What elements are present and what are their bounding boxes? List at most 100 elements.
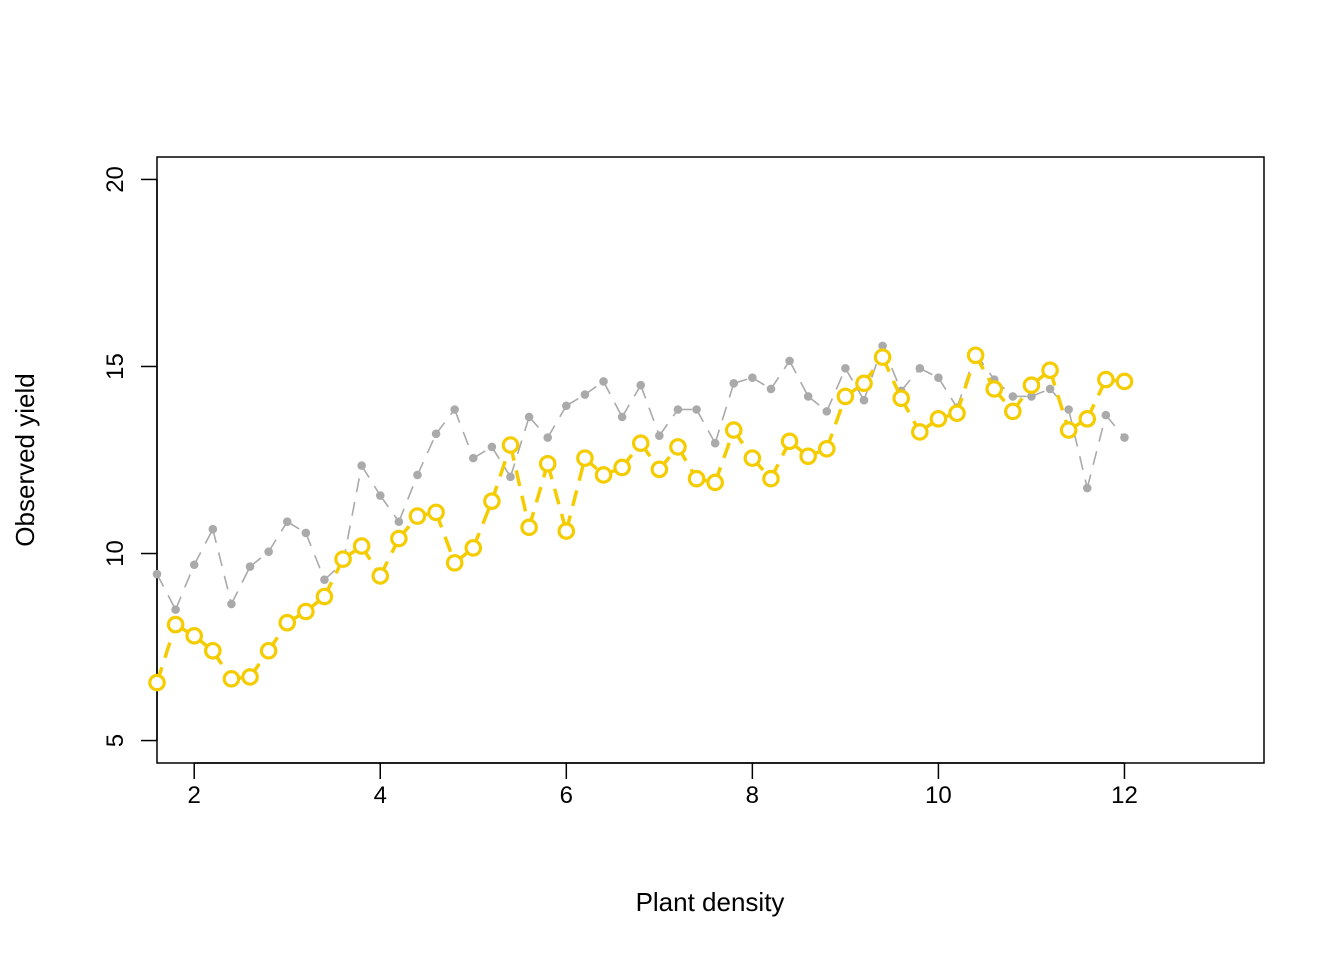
y-tick-label: 20: [102, 166, 129, 193]
grey-point: [1064, 405, 1073, 414]
grey-segment: [547, 405, 568, 438]
yellow-point: [315, 587, 334, 606]
yellow-point: [557, 522, 576, 540]
grey-segment: [1086, 414, 1107, 489]
grey-point: [227, 599, 236, 609]
grey-point: [673, 405, 683, 414]
yellow-segment: [1048, 369, 1071, 431]
yellow-point: [911, 423, 929, 441]
yellow-point: [464, 539, 483, 557]
yellow-point: [743, 449, 762, 467]
yellow-point: [762, 469, 780, 488]
yellow-point: [297, 602, 315, 621]
grey-point: [766, 384, 776, 394]
yellow-segment: [490, 444, 513, 502]
grey-point: [431, 429, 441, 439]
x-axis-title: Plant density: [636, 887, 785, 917]
grey-segment: [900, 367, 921, 392]
yellow-point: [706, 473, 724, 492]
grey-segment: [602, 381, 623, 418]
x-tick-label: 2: [188, 782, 201, 809]
grey-segment: [658, 409, 679, 437]
yellow-segment: [508, 444, 531, 528]
yellow-point: [1022, 376, 1041, 394]
grey-segment: [342, 465, 363, 564]
yellow-point: [780, 432, 799, 451]
yellow-point: [576, 449, 594, 467]
yellow-point: [371, 567, 390, 585]
grey-point: [878, 341, 887, 351]
grey-point: [320, 575, 329, 585]
x-tick-label: 8: [746, 782, 759, 809]
yellow-point: [613, 458, 631, 477]
yellow-point: [799, 447, 817, 466]
grey-segment: [844, 367, 865, 401]
grey-point: [189, 560, 199, 570]
grey-segment: [435, 409, 456, 435]
grey-segment: [360, 465, 381, 496]
yellow-point: [929, 410, 948, 428]
grey-point: [282, 517, 292, 527]
yellow-point: [650, 460, 669, 479]
grey-point: [413, 470, 422, 480]
yellow-point: [1041, 361, 1059, 380]
grey-point: [208, 524, 218, 534]
grey-point: [506, 472, 515, 482]
grey-segment: [770, 360, 791, 390]
grey-segment: [193, 528, 214, 566]
grey-point: [710, 438, 720, 448]
y-tick-label: 5: [102, 734, 129, 747]
grey-point: [357, 461, 366, 470]
yellow-point: [966, 346, 985, 365]
yellow-point: [1004, 402, 1022, 421]
grey-point: [841, 364, 850, 373]
yellow-point: [352, 537, 371, 555]
grey-segment: [937, 377, 958, 409]
y-axis: 5 10 15 20: [102, 166, 158, 747]
yellow-segment: [713, 429, 736, 484]
yellow-segment: [955, 354, 978, 414]
yellow-point: [631, 434, 650, 452]
grey-point: [468, 453, 478, 463]
grey-point: [171, 605, 180, 614]
yellow-point: [501, 436, 520, 454]
grey-point: [1045, 384, 1055, 394]
series-yellow: [148, 346, 1134, 692]
grey-segment: [528, 416, 549, 439]
x-axis: 2 4 6 8 10 12: [188, 762, 1138, 809]
grey-segment: [826, 368, 847, 412]
yellow-point: [222, 670, 241, 688]
series-grey: [152, 341, 1129, 614]
grey-point: [543, 433, 553, 442]
yellow-point: [669, 438, 687, 456]
grey-point: [617, 412, 627, 422]
grey-segment: [305, 532, 326, 580]
grey-point: [692, 405, 701, 414]
grey-point: [934, 373, 943, 383]
yellow-point: [594, 466, 613, 484]
grey-segment: [398, 474, 419, 523]
yellow-point: [241, 668, 259, 686]
yellow-point: [1097, 370, 1115, 389]
grey-point: [375, 491, 385, 500]
yellow-segment: [434, 511, 457, 564]
yellow-point: [520, 518, 538, 537]
plot-frame: [156, 156, 1265, 764]
yellow-point: [985, 380, 1004, 398]
grey-point: [1008, 392, 1018, 401]
x-tick-label: 10: [925, 782, 952, 809]
yellow-point: [687, 469, 706, 488]
yellow-point: [1078, 410, 1097, 428]
grey-point: [822, 407, 832, 416]
yellow-point: [836, 387, 855, 406]
grey-segment: [230, 566, 251, 605]
grey-segment: [509, 416, 530, 478]
grey-segment: [453, 409, 475, 459]
grey-segment: [174, 564, 195, 610]
grey-point: [859, 395, 869, 405]
yellow-point: [1115, 372, 1134, 391]
yellow-point: [166, 615, 185, 634]
yellow-segment: [546, 463, 568, 532]
series-layer: [148, 341, 1134, 692]
